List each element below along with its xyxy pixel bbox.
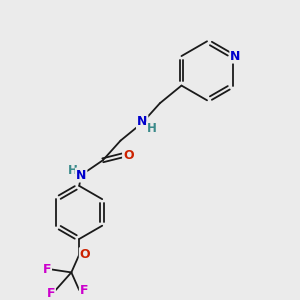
Text: H: H [68, 164, 77, 177]
Text: O: O [80, 248, 90, 261]
Text: F: F [80, 284, 88, 297]
Text: N: N [230, 50, 241, 63]
Text: H: H [147, 122, 157, 135]
Text: N: N [76, 169, 86, 182]
Text: F: F [46, 286, 55, 300]
Text: N: N [137, 116, 147, 128]
Text: F: F [43, 263, 51, 276]
Text: O: O [123, 149, 134, 162]
